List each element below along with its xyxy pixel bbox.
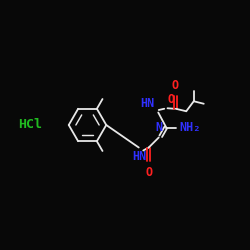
Text: NH₂: NH₂ bbox=[180, 121, 201, 134]
Text: N: N bbox=[155, 121, 162, 134]
Text: O: O bbox=[172, 79, 178, 92]
Text: HN: HN bbox=[140, 97, 155, 110]
Text: HCl: HCl bbox=[18, 118, 42, 132]
Text: O: O bbox=[145, 166, 152, 179]
Text: O: O bbox=[167, 93, 174, 106]
Text: HN: HN bbox=[132, 150, 146, 164]
